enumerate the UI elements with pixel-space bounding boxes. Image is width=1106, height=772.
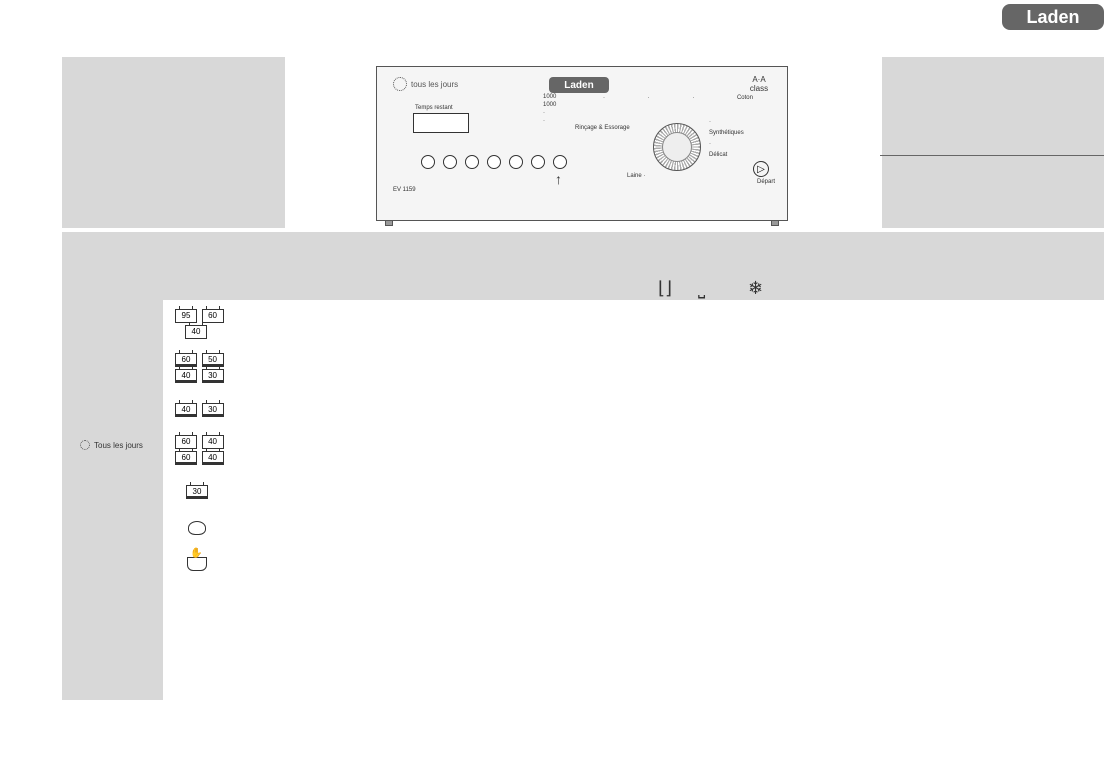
option-btn-2[interactable] xyxy=(443,155,457,169)
wash-tag: 30 xyxy=(186,485,208,499)
panel-model: EV 1159 xyxy=(393,187,416,193)
arc-3: Coton xyxy=(737,95,753,101)
row-5-tags: 30 xyxy=(185,484,209,500)
spin-1000a: 1000 xyxy=(543,93,556,101)
panel-left-logo-text: tous les jours xyxy=(411,80,458,89)
panel-left-logo: tous les jours xyxy=(393,77,458,91)
row-4-tags: 60 40 60 40 xyxy=(174,434,225,466)
wash-tag: 60 xyxy=(202,309,224,323)
brand-logo: Laden xyxy=(1002,4,1104,30)
rlabel-0: · xyxy=(709,117,744,128)
wash-tag: 60 xyxy=(175,451,197,465)
spin-speed-labels: 1000 1000 · · xyxy=(543,93,556,125)
wash-tag: 30 xyxy=(202,369,224,383)
row-1-tags: 95 60 40 xyxy=(174,308,225,340)
wash-tag: 60 xyxy=(175,353,197,367)
arrow-up-icon: ↑ xyxy=(555,171,562,187)
option-buttons xyxy=(421,155,567,169)
knob-right-labels: · Synthétiques · Délicat xyxy=(709,117,744,161)
display-label: Temps restant xyxy=(415,105,453,111)
rinse-label: Rinçage & Essorage xyxy=(575,125,630,131)
arc-1: · xyxy=(648,95,650,101)
program-table: ⌊⌋ ⎵ ❄ Tous les jours 95 60 40 60 50 40 … xyxy=(62,232,1104,700)
option-btn-5[interactable] xyxy=(509,155,523,169)
wash-tag: 40 xyxy=(175,369,197,383)
start-label: Départ xyxy=(757,179,775,185)
knob-bottom-label: Laine · xyxy=(627,173,645,179)
rlabel-2: · xyxy=(709,139,744,150)
row-7-hand xyxy=(187,557,207,571)
wash-tag: 40 xyxy=(202,435,224,449)
basin-icon: ⎵ xyxy=(698,278,705,299)
option-btn-6[interactable] xyxy=(531,155,545,169)
bucket-icon: ⌊⌋ xyxy=(658,278,672,299)
sidebar-label-text: Tous les jours xyxy=(94,441,143,450)
option-btn-1[interactable] xyxy=(421,155,435,169)
arc-0: · xyxy=(603,95,605,101)
class-bottom: class xyxy=(745,84,773,93)
option-btn-4[interactable] xyxy=(487,155,501,169)
energy-class-badge: A·A class xyxy=(745,75,773,93)
banner-divider xyxy=(880,155,1104,156)
wash-tag: 40 xyxy=(202,451,224,465)
dotted-circle-icon xyxy=(393,77,407,91)
sidebar-tous-les-jours: Tous les jours xyxy=(80,440,143,450)
wash-tag: 40 xyxy=(175,403,197,417)
hand-wash-icon xyxy=(187,557,207,571)
wash-tag: 95 xyxy=(175,309,197,323)
dotted-circle-icon xyxy=(80,440,90,450)
control-panel: tous les jours Laden A·A class Temps res… xyxy=(376,66,788,221)
panel-brand-badge: Laden xyxy=(549,77,609,93)
start-button[interactable]: ▷ xyxy=(753,161,769,177)
wash-tag: 30 xyxy=(202,403,224,417)
panel-foot-right xyxy=(771,220,779,226)
arc-2: · xyxy=(692,95,694,101)
rlabel-synth: Synthétiques xyxy=(709,128,744,139)
class-top: A·A xyxy=(745,75,773,84)
table-body xyxy=(163,300,1104,700)
row-6-wool xyxy=(188,521,206,535)
program-arc-labels: · · · Coton xyxy=(603,95,753,101)
time-display xyxy=(413,113,469,133)
wash-tag: 60 xyxy=(175,435,197,449)
program-knob[interactable] xyxy=(653,123,701,171)
option-btn-3[interactable] xyxy=(465,155,479,169)
row-3-tags: 40 30 xyxy=(174,402,225,418)
rlabel-delicat: Délicat xyxy=(709,150,744,161)
option-btn-7[interactable] xyxy=(553,155,567,169)
spin-1000b: 1000 xyxy=(543,101,556,109)
row-2-tags: 60 50 40 30 xyxy=(174,352,225,384)
wash-tag: 40 xyxy=(185,325,207,339)
wool-icon xyxy=(188,521,206,535)
spin-dot1: · xyxy=(543,109,556,117)
wash-tag: 50 xyxy=(202,353,224,367)
panel-foot-left xyxy=(385,220,393,226)
cold-icon: ❄ xyxy=(748,278,763,299)
spin-dot2: · xyxy=(543,117,556,125)
